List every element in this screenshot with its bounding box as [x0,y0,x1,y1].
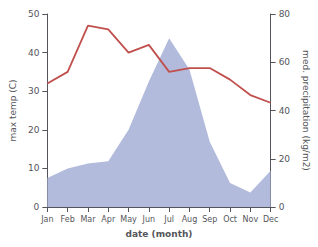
svg-text:30: 30 [28,86,40,96]
svg-text:Jul: Jul [163,215,174,224]
svg-text:50: 50 [28,9,40,19]
svg-text:Apr: Apr [101,215,116,224]
svg-text:60: 60 [279,57,291,67]
svg-text:max temp (C): max temp (C) [8,79,18,141]
svg-text:Jan: Jan [40,215,53,224]
svg-text:40: 40 [279,106,291,116]
svg-text:10: 10 [28,163,40,173]
svg-text:May: May [120,215,137,224]
svg-text:Sep: Sep [202,215,217,224]
svg-text:40: 40 [28,48,40,58]
svg-text:Jun: Jun [142,215,156,224]
svg-text:med. precipitation (kg/m2): med. precipitation (kg/m2) [301,50,311,171]
svg-text:20: 20 [279,154,291,164]
svg-text:Nov: Nov [243,215,259,224]
svg-text:20: 20 [28,125,40,135]
svg-text:Oct: Oct [223,215,237,224]
svg-text:80: 80 [279,9,291,19]
svg-text:Feb: Feb [61,215,75,224]
svg-text:Dec: Dec [263,215,278,224]
svg-text:0: 0 [34,202,40,212]
svg-text:Mar: Mar [80,215,96,224]
svg-text:date (month): date (month) [126,229,193,239]
svg-text:Aug: Aug [182,215,198,224]
svg-text:0: 0 [279,202,285,212]
